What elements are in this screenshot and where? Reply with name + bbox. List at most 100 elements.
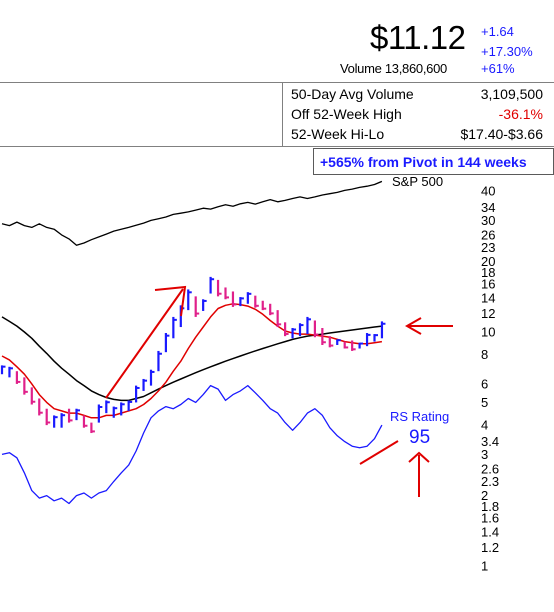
y-tick-label: 2	[481, 488, 488, 503]
stats-left-border	[282, 82, 283, 146]
price-bar	[216, 279, 222, 297]
y-tick-label: 3	[481, 447, 488, 462]
y-tick-label: 26	[481, 227, 495, 242]
price-bar	[298, 323, 304, 337]
price-bar	[261, 300, 267, 311]
price-bar	[380, 321, 386, 339]
y-tick-label: 4	[481, 418, 488, 433]
y-tick-label: 5	[481, 395, 488, 410]
y-tick-label: 23	[481, 240, 495, 255]
price-bar	[120, 402, 125, 416]
price-bar	[38, 398, 43, 416]
y-tick-label: 2.3	[481, 474, 499, 489]
price-bar	[291, 328, 297, 339]
y-tick-label: 1.8	[481, 499, 499, 514]
y-tick-label: 3.4	[481, 434, 499, 449]
stat-off-high-label: Off 52-Week High	[291, 106, 402, 122]
stat-hi-lo-label: 52-Week Hi-Lo	[291, 126, 385, 142]
last-price: $11.12	[370, 19, 466, 56]
sp500-line	[1, 180, 383, 246]
price-bar	[23, 377, 28, 395]
price-bar	[187, 289, 192, 311]
stat-avg-volume-label: 50-Day Avg Volume	[291, 86, 414, 102]
price-bar	[321, 328, 326, 345]
price-bar	[194, 296, 200, 317]
rs-line	[1, 384, 383, 505]
price-bar	[224, 287, 229, 300]
y-tick-label: 34	[481, 200, 495, 215]
price-bar	[239, 297, 244, 307]
price-change-pct: +17.30%	[481, 44, 533, 59]
trend-arrow-head	[154, 285, 187, 317]
price-bar	[276, 310, 282, 328]
y-tick-label: 2.6	[481, 461, 499, 476]
price-bar	[30, 387, 36, 405]
price-bar	[202, 299, 207, 311]
price-bar	[246, 292, 252, 304]
price-bar	[105, 400, 110, 414]
price-bar	[328, 336, 334, 348]
stat-avg-volume-value: 3,109,500	[480, 86, 543, 102]
price-bar	[90, 422, 95, 434]
trend-arrow-line	[105, 288, 184, 399]
y-tick-label: 12	[481, 306, 495, 321]
ma-long-line	[1, 316, 382, 402]
price-bar	[8, 366, 13, 378]
header-divider-top	[0, 82, 554, 83]
price-bar	[97, 404, 103, 423]
price-bar	[306, 316, 311, 335]
price-bar	[53, 415, 58, 428]
rs-rating-value: 95	[409, 427, 431, 448]
y-tick-label: 6	[481, 376, 488, 391]
stat-hi-lo-value: $17.40-$3.66	[460, 126, 543, 142]
y-tick-label: 1	[481, 559, 488, 574]
price-bar	[15, 371, 21, 384]
y-tick-label: 14	[481, 290, 495, 305]
y-tick-label: 16	[481, 277, 495, 292]
y-tick-label: 10	[481, 325, 495, 340]
ma-short-line	[1, 303, 383, 419]
price-bar	[358, 342, 364, 349]
price-bar	[365, 333, 371, 347]
y-tick-label: 40	[481, 184, 495, 199]
price-bar	[164, 333, 170, 353]
price-bar	[82, 415, 88, 428]
price-bar	[231, 291, 237, 307]
price-bar	[112, 406, 118, 418]
price-bar	[135, 385, 140, 403]
price-bar	[67, 408, 73, 423]
y-tick-label: 30	[481, 213, 495, 228]
pivot-badge: +565% from Pivot in 144 weeks	[313, 148, 554, 175]
y-tick-label: 20	[481, 254, 495, 269]
sp500-label: S&P 500	[392, 174, 444, 189]
y-tick-label: 18	[481, 265, 495, 280]
price-bar	[343, 341, 349, 349]
price-bar	[0, 365, 6, 375]
price-bar	[172, 316, 177, 339]
price-bar	[60, 413, 66, 428]
y-tick-label: 1.2	[481, 540, 499, 555]
price-bar	[45, 408, 51, 426]
price-bar	[373, 334, 378, 342]
rs-arrow-head	[408, 451, 430, 463]
header-divider-bottom	[0, 146, 554, 147]
price-bar	[75, 408, 80, 421]
price-bar	[284, 322, 289, 337]
stat-off-high-value: -36.1%	[498, 106, 543, 122]
price-bar	[127, 400, 133, 411]
volume-change-pct: +61%	[481, 61, 515, 76]
price-bar	[269, 303, 274, 316]
y-tick-label: 8	[481, 347, 488, 362]
price-bar	[254, 295, 259, 308]
price-bar	[351, 340, 356, 351]
y-tick-label: 1.4	[481, 524, 499, 539]
price-bar	[209, 276, 215, 294]
price-bar	[313, 320, 319, 338]
y-tick-label: 1.6	[481, 511, 499, 526]
rs-rating-label: RS Rating	[390, 409, 450, 424]
volume: Volume 13,860,600	[340, 61, 447, 76]
price-arrow-head	[404, 317, 422, 335]
price-change: +1.64	[481, 24, 514, 39]
rs-underline-mark	[359, 440, 399, 465]
